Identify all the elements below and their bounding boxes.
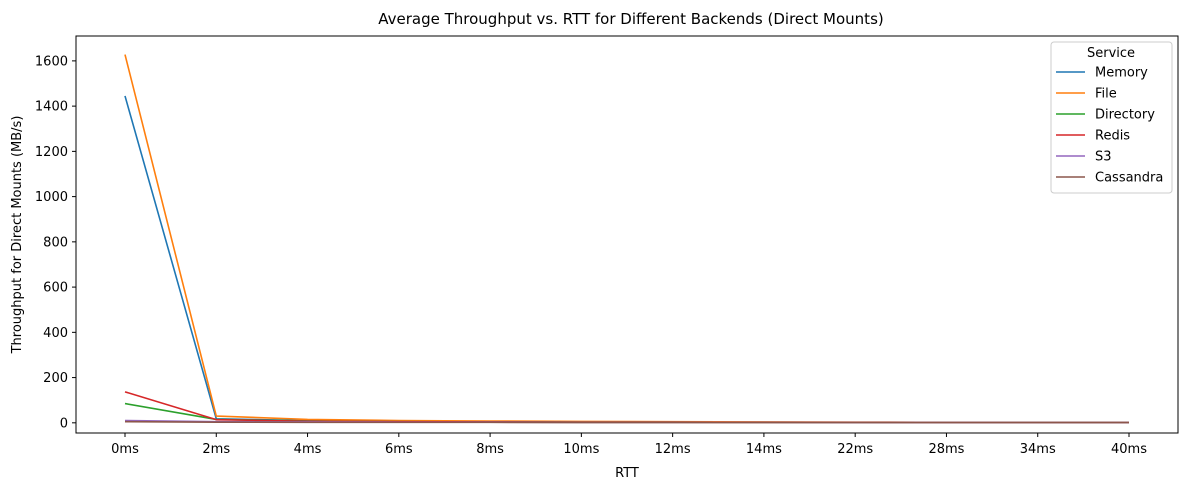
x-tick-label: 28ms	[928, 442, 964, 457]
x-tick-label: 4ms	[294, 442, 322, 457]
x-tick-label: 2ms	[202, 442, 230, 457]
legend-label-memory: Memory	[1095, 66, 1148, 81]
y-tick-label: 800	[43, 235, 68, 250]
y-axis: 0 200 400 600 800 1000 1200 1400 1600	[35, 54, 76, 431]
x-tick-label: 40ms	[1111, 442, 1147, 457]
x-axis-label: RTT	[615, 466, 639, 481]
y-tick-label: 1200	[35, 145, 68, 160]
x-tick-label: 10ms	[563, 442, 599, 457]
y-tick-label: 200	[43, 371, 68, 386]
x-tick-label: 8ms	[476, 442, 504, 457]
y-axis-label: Throughput for Direct Mounts (MB/s)	[10, 116, 25, 355]
x-tick-label: 0ms	[111, 442, 139, 457]
y-tick-label: 1600	[35, 54, 68, 69]
x-tick-label: 14ms	[746, 442, 782, 457]
y-tick-label: 600	[43, 281, 68, 296]
x-tick-label: 22ms	[837, 442, 873, 457]
y-tick-label: 1000	[35, 190, 68, 205]
series-line-file	[124, 54, 1130, 424]
series-line-cassandra	[124, 420, 1129, 424]
legend-label-s3: S3	[1095, 150, 1112, 165]
y-tick-label: 400	[43, 326, 68, 341]
y-tick-label: 1400	[35, 100, 68, 115]
y-tick-label: 0	[60, 416, 68, 431]
series-line-memory	[124, 95, 1130, 424]
legend-label-file: File	[1095, 87, 1117, 102]
series-lines	[124, 54, 1130, 424]
legend-label-redis: Redis	[1095, 129, 1130, 144]
x-tick-label: 12ms	[655, 442, 691, 457]
legend-label-cassandra: Cassandra	[1095, 171, 1163, 186]
series-line-directory	[124, 402, 1129, 424]
legend-title: Service	[1087, 46, 1135, 61]
x-tick-label: 34ms	[1020, 442, 1056, 457]
x-tick-label: 6ms	[385, 442, 413, 457]
plot-frame	[75, 35, 1179, 434]
legend-label-directory: Directory	[1095, 108, 1155, 123]
chart-title: Average Throughput vs. RTT for Different…	[378, 10, 883, 28]
legend: Service Memory File Directory Redis S3 Cassan…	[1050, 41, 1173, 194]
x-axis: 0ms 2ms 4ms 6ms 8ms 10ms 12ms 14ms 22ms 28ms 34ms 4…	[111, 433, 1147, 457]
